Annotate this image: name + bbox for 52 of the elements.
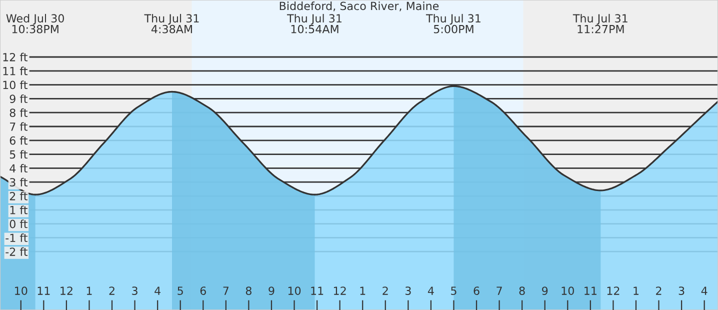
x-tick-label: 10 [562,286,574,295]
y-tick-label: 9 ft [10,94,28,104]
x-tick-label: 2 [656,286,662,295]
x-tick-label: 2 [109,286,114,295]
x-tick-label: 12 [607,286,620,295]
annotation: Wed Jul 30 10:38PM [6,14,64,34]
annotation: Thu Jul 31 11:27PM [572,14,628,34]
y-tick-label: 10 ft [3,80,28,90]
x-tick-label: 2 [382,286,388,295]
y-tick-label: 5 ft [10,150,28,159]
y-tick-label: 3 ft [10,178,28,186]
x-tick-label: 11 [584,286,596,295]
y-tick-label: 12 ft [3,52,28,62]
x-tick-label: 3 [132,286,138,295]
x-tick-label: 11 [38,286,50,295]
chart-title: Biddeford, Saco River, Maine [280,2,439,12]
x-tick-label: 4 [154,286,160,295]
y-tick-label: 11 ft [3,66,28,76]
x-tick-label: 3 [405,286,411,295]
x-tick-label: 1 [86,286,92,295]
y-tick-label: 4 ft [10,164,28,172]
y-tick-label: 1 ft [10,206,28,214]
x-tick-label: 6 [200,286,206,295]
annotation: Thu Jul 31 4:38AM [144,14,199,34]
annotation: Thu Jul 31 5:00PM [426,14,480,34]
y-tick-label: 6 ft [10,136,28,145]
x-tick-label: 4 [701,286,708,295]
x-tick-label: 1 [360,286,366,295]
y-tick-label: 0 ft [10,220,28,228]
y-tick-label: 7 ft [10,122,28,131]
x-tick-label: 7 [223,286,229,295]
x-tick-label: 6 [474,286,480,295]
y-tick-label: 2 ft [10,192,28,200]
x-tick-label: 10 [15,286,28,295]
x-tick-label: 10 [288,286,301,295]
x-tick-label: 12 [334,286,346,295]
x-tick-label: 9 [268,286,274,295]
y-tick-label: -1 ft [6,233,28,242]
x-tick-label: 5 [451,286,456,295]
x-tick-label: 12 [60,286,72,295]
x-tick-label: 3 [678,286,684,295]
x-tick-label: 9 [542,286,548,295]
y-tick-label: -2 ft [6,247,28,256]
x-tick-label: 4 [428,286,434,295]
x-tick-label: 1 [634,286,638,295]
x-tick-label: 11 [311,286,324,295]
x-tick-label: 8 [519,286,525,295]
x-tick-label: 7 [496,286,502,295]
x-tick-label: 5 [178,286,183,295]
y-tick-label: 8 ft [10,108,28,117]
annotation: Thu Jul 31 10:54AM [286,14,342,34]
x-tick-label: 8 [246,286,252,295]
